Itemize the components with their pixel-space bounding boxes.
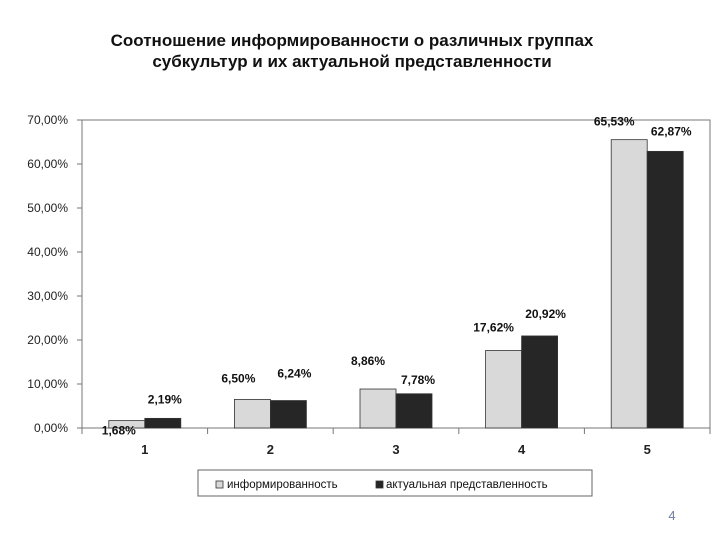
x-tick-label: 4 — [518, 442, 526, 457]
y-tick-label: 0,00% — [34, 421, 68, 435]
data-label: 20,92% — [525, 307, 566, 321]
bar-actual — [144, 417, 182, 429]
data-label: 7,78% — [401, 373, 435, 387]
data-label: 8,86% — [351, 354, 385, 368]
y-tick-label: 20,00% — [27, 333, 68, 347]
data-label: 2,19% — [148, 392, 182, 406]
y-axis: 0,00% 10,00% 20,00% 30,00% 40,00% 50,00% 60,00… — [27, 113, 82, 435]
legend-swatch-informed — [215, 480, 224, 489]
data-label: 62,87% — [651, 124, 692, 138]
bar-actual — [269, 400, 307, 429]
bar-informed — [485, 350, 523, 429]
data-label: 65,53% — [594, 115, 635, 129]
y-tick-label: 60,00% — [27, 157, 68, 171]
x-tick-label: 3 — [392, 442, 399, 457]
bar-actual — [521, 335, 558, 429]
bars — [108, 139, 684, 429]
bar-actual — [395, 393, 433, 429]
data-labels: 1,68% 2,19% 6,50% 6,24% 8,86% 7,78% 17,62% 20,9… — [102, 115, 692, 438]
y-tick-label: 50,00% — [27, 201, 68, 215]
y-tick-label: 40,00% — [27, 245, 68, 259]
x-tick-label: 5 — [644, 442, 651, 457]
bar-actual — [646, 150, 684, 429]
x-tick-label: 2 — [267, 442, 274, 457]
x-axis: 1 2 3 4 5 — [81, 428, 711, 457]
legend-swatch-actual — [375, 480, 384, 489]
plot-area — [81, 119, 711, 429]
bar-informed — [359, 388, 397, 429]
data-label: 17,62% — [473, 320, 514, 334]
chart-title-line-1: Соотношение информированности о различны… — [111, 31, 594, 50]
bar-informed — [233, 398, 271, 429]
y-tick-label: 70,00% — [27, 113, 68, 127]
legend-label-actual: актуальная представленность — [386, 479, 548, 491]
legend-label-informed: информированность — [227, 479, 338, 491]
x-tick-label: 1 — [141, 442, 148, 457]
data-label: 6,50% — [221, 371, 255, 385]
legend-box — [197, 469, 593, 497]
y-tick-label: 30,00% — [27, 289, 68, 303]
y-tick-label: 10,00% — [27, 377, 68, 391]
data-label: 6,24% — [277, 367, 311, 381]
page-number: 4 — [668, 508, 675, 523]
legend: информированность актуальная представлен… — [197, 469, 593, 497]
chart-title-line-2: субкультур и их актуальной представленно… — [152, 52, 551, 71]
bar-informed — [610, 139, 648, 429]
data-label: 1,68% — [102, 424, 136, 438]
